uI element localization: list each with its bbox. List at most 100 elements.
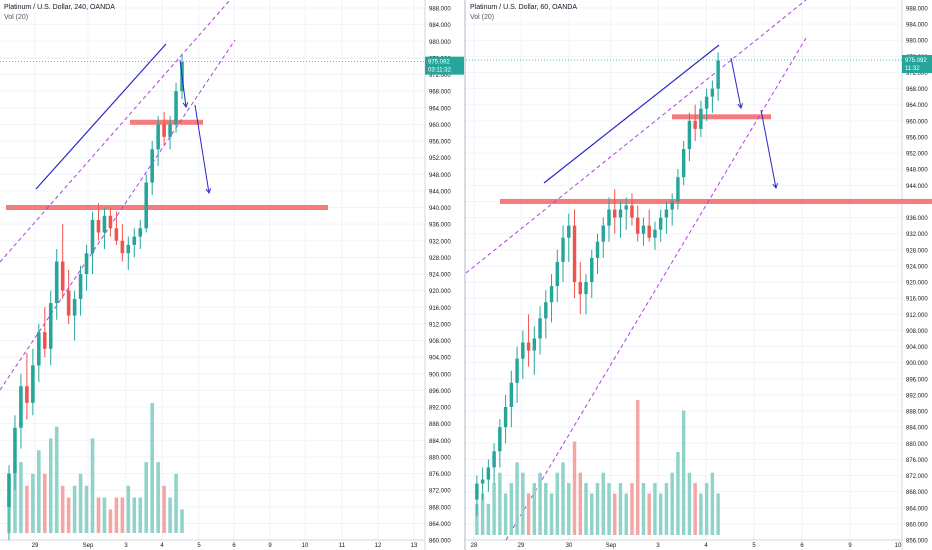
candle-body <box>716 60 720 89</box>
chart-pane-right[interactable]: 856.000 860.000 864.000 868.000 872.000 876.0… <box>466 0 932 550</box>
volume-bar <box>19 462 23 533</box>
volume-bar <box>60 485 65 533</box>
chart-title-right: Platinum / U.S. Dollar, 60, OANDA <box>470 4 577 11</box>
projection-arrow <box>179 59 187 108</box>
y-tick-label: 936.000 <box>906 216 928 222</box>
candle-body <box>132 236 137 245</box>
candle-body <box>492 451 496 468</box>
candle-body <box>90 219 95 254</box>
y-tick-label: 988.000 <box>906 7 928 13</box>
y-tick-label: 956.000 <box>429 140 451 146</box>
resistance-zone <box>130 119 203 125</box>
y-tick-label: 924.000 <box>429 273 451 279</box>
volume-bar <box>521 472 525 535</box>
y-tick-label: 928.000 <box>429 256 451 262</box>
y-tick-label: 936.000 <box>429 223 451 229</box>
volume-bar <box>108 509 113 533</box>
volume-bar <box>613 493 617 535</box>
candlestick-chart-left[interactable]: 860.000 864.000 868.000 872.000 876.000 880.0… <box>0 0 466 550</box>
candle-body <box>549 286 554 303</box>
y-tick-label: 856.000 <box>906 539 928 545</box>
candle-body <box>595 241 600 258</box>
candlestick-chart-right[interactable]: 856.000 860.000 864.000 868.000 872.000 876.0… <box>466 0 932 550</box>
volume-bar <box>54 426 59 533</box>
candle-body <box>156 124 160 150</box>
y-tick-label: 864.000 <box>906 506 928 512</box>
y-tick-label: 860.000 <box>906 522 928 528</box>
arrow-head <box>205 188 212 195</box>
volume-bar <box>544 483 548 535</box>
candle-body <box>84 253 89 274</box>
volume-bar <box>480 493 485 535</box>
volume-bar <box>590 493 594 535</box>
x-tick-label: 6 <box>800 543 804 549</box>
volume-bar <box>681 410 686 535</box>
candle-body <box>114 228 119 241</box>
volume-bar <box>498 472 502 535</box>
candle-body <box>486 467 491 480</box>
candle-body <box>567 225 571 238</box>
y-tick-label: 952.000 <box>429 156 451 162</box>
y-tick-label: 928.000 <box>906 248 928 254</box>
volume-bar <box>48 438 53 533</box>
volume-bar <box>168 497 172 533</box>
y-tick-label: 888.000 <box>429 422 451 428</box>
x-tick-label: 4 <box>160 543 164 549</box>
candle-body <box>42 332 47 349</box>
channel-line <box>466 0 807 274</box>
y-tick-label: 872.000 <box>906 474 928 480</box>
y-tick-label: 944.000 <box>429 189 451 195</box>
y-tick-label: 940.000 <box>429 206 451 212</box>
volume-bar <box>475 503 479 535</box>
y-tick-label: 984.000 <box>906 23 928 29</box>
y-tick-label: 884.000 <box>429 439 451 445</box>
x-tick-label: 9 <box>268 543 272 549</box>
x-tick-label: 10 <box>302 543 309 549</box>
volume-bar <box>549 493 554 535</box>
candle-body <box>168 124 172 137</box>
volume-label-left: Vol (20) <box>4 14 29 21</box>
y-tick-label: 932.000 <box>906 232 928 238</box>
volume-bar <box>156 462 160 533</box>
y-tick-label: 916.000 <box>429 306 451 312</box>
x-tick-label: 30 <box>566 543 573 549</box>
volume-bar <box>664 483 669 535</box>
candle-body <box>48 303 53 349</box>
last-price-label: 975.092 <box>905 58 927 64</box>
x-tick-label: 13 <box>411 543 418 549</box>
y-tick-label: 880.000 <box>906 442 928 448</box>
x-tick-label: Sep <box>83 543 94 549</box>
x-tick-label: Sep <box>606 543 617 549</box>
y-tick-label: 876.000 <box>429 472 451 478</box>
candle-body <box>102 215 107 233</box>
volume-bar <box>84 485 89 533</box>
y-tick-label: 980.000 <box>429 40 451 46</box>
volume-bar <box>710 472 715 535</box>
y-tick-label: 900.000 <box>906 361 928 367</box>
candle-body <box>653 229 657 238</box>
chart-header-right: Platinum / U.S. Dollar, 60, OANDA Vol (2… <box>470 3 577 23</box>
volume-bar <box>486 503 491 535</box>
channel-line <box>0 0 231 263</box>
x-tick-label: 29 <box>32 543 39 549</box>
x-tick-label: 3 <box>124 543 128 549</box>
y-tick-label: 872.000 <box>429 489 451 495</box>
candle-body <box>555 261 560 287</box>
candle-body <box>25 386 29 403</box>
y-tick-label: 980.000 <box>906 39 928 45</box>
candle-body <box>641 225 646 234</box>
arrow-head <box>772 183 779 190</box>
candle-body <box>78 274 83 299</box>
y-tick-label: 912.000 <box>906 313 928 319</box>
chart-pane-left[interactable]: 860.000 864.000 868.000 872.000 876.000 880.0… <box>0 0 466 550</box>
volume-bar <box>618 483 623 535</box>
volume-bar <box>13 473 17 533</box>
candle-body <box>72 298 77 316</box>
candle-body <box>480 479 485 484</box>
candle-body <box>693 120 697 129</box>
candle-body <box>681 149 686 178</box>
volume-bar <box>503 493 508 535</box>
candle-body <box>174 91 178 125</box>
pane-divider[interactable] <box>464 0 466 550</box>
candle-body <box>515 358 519 383</box>
